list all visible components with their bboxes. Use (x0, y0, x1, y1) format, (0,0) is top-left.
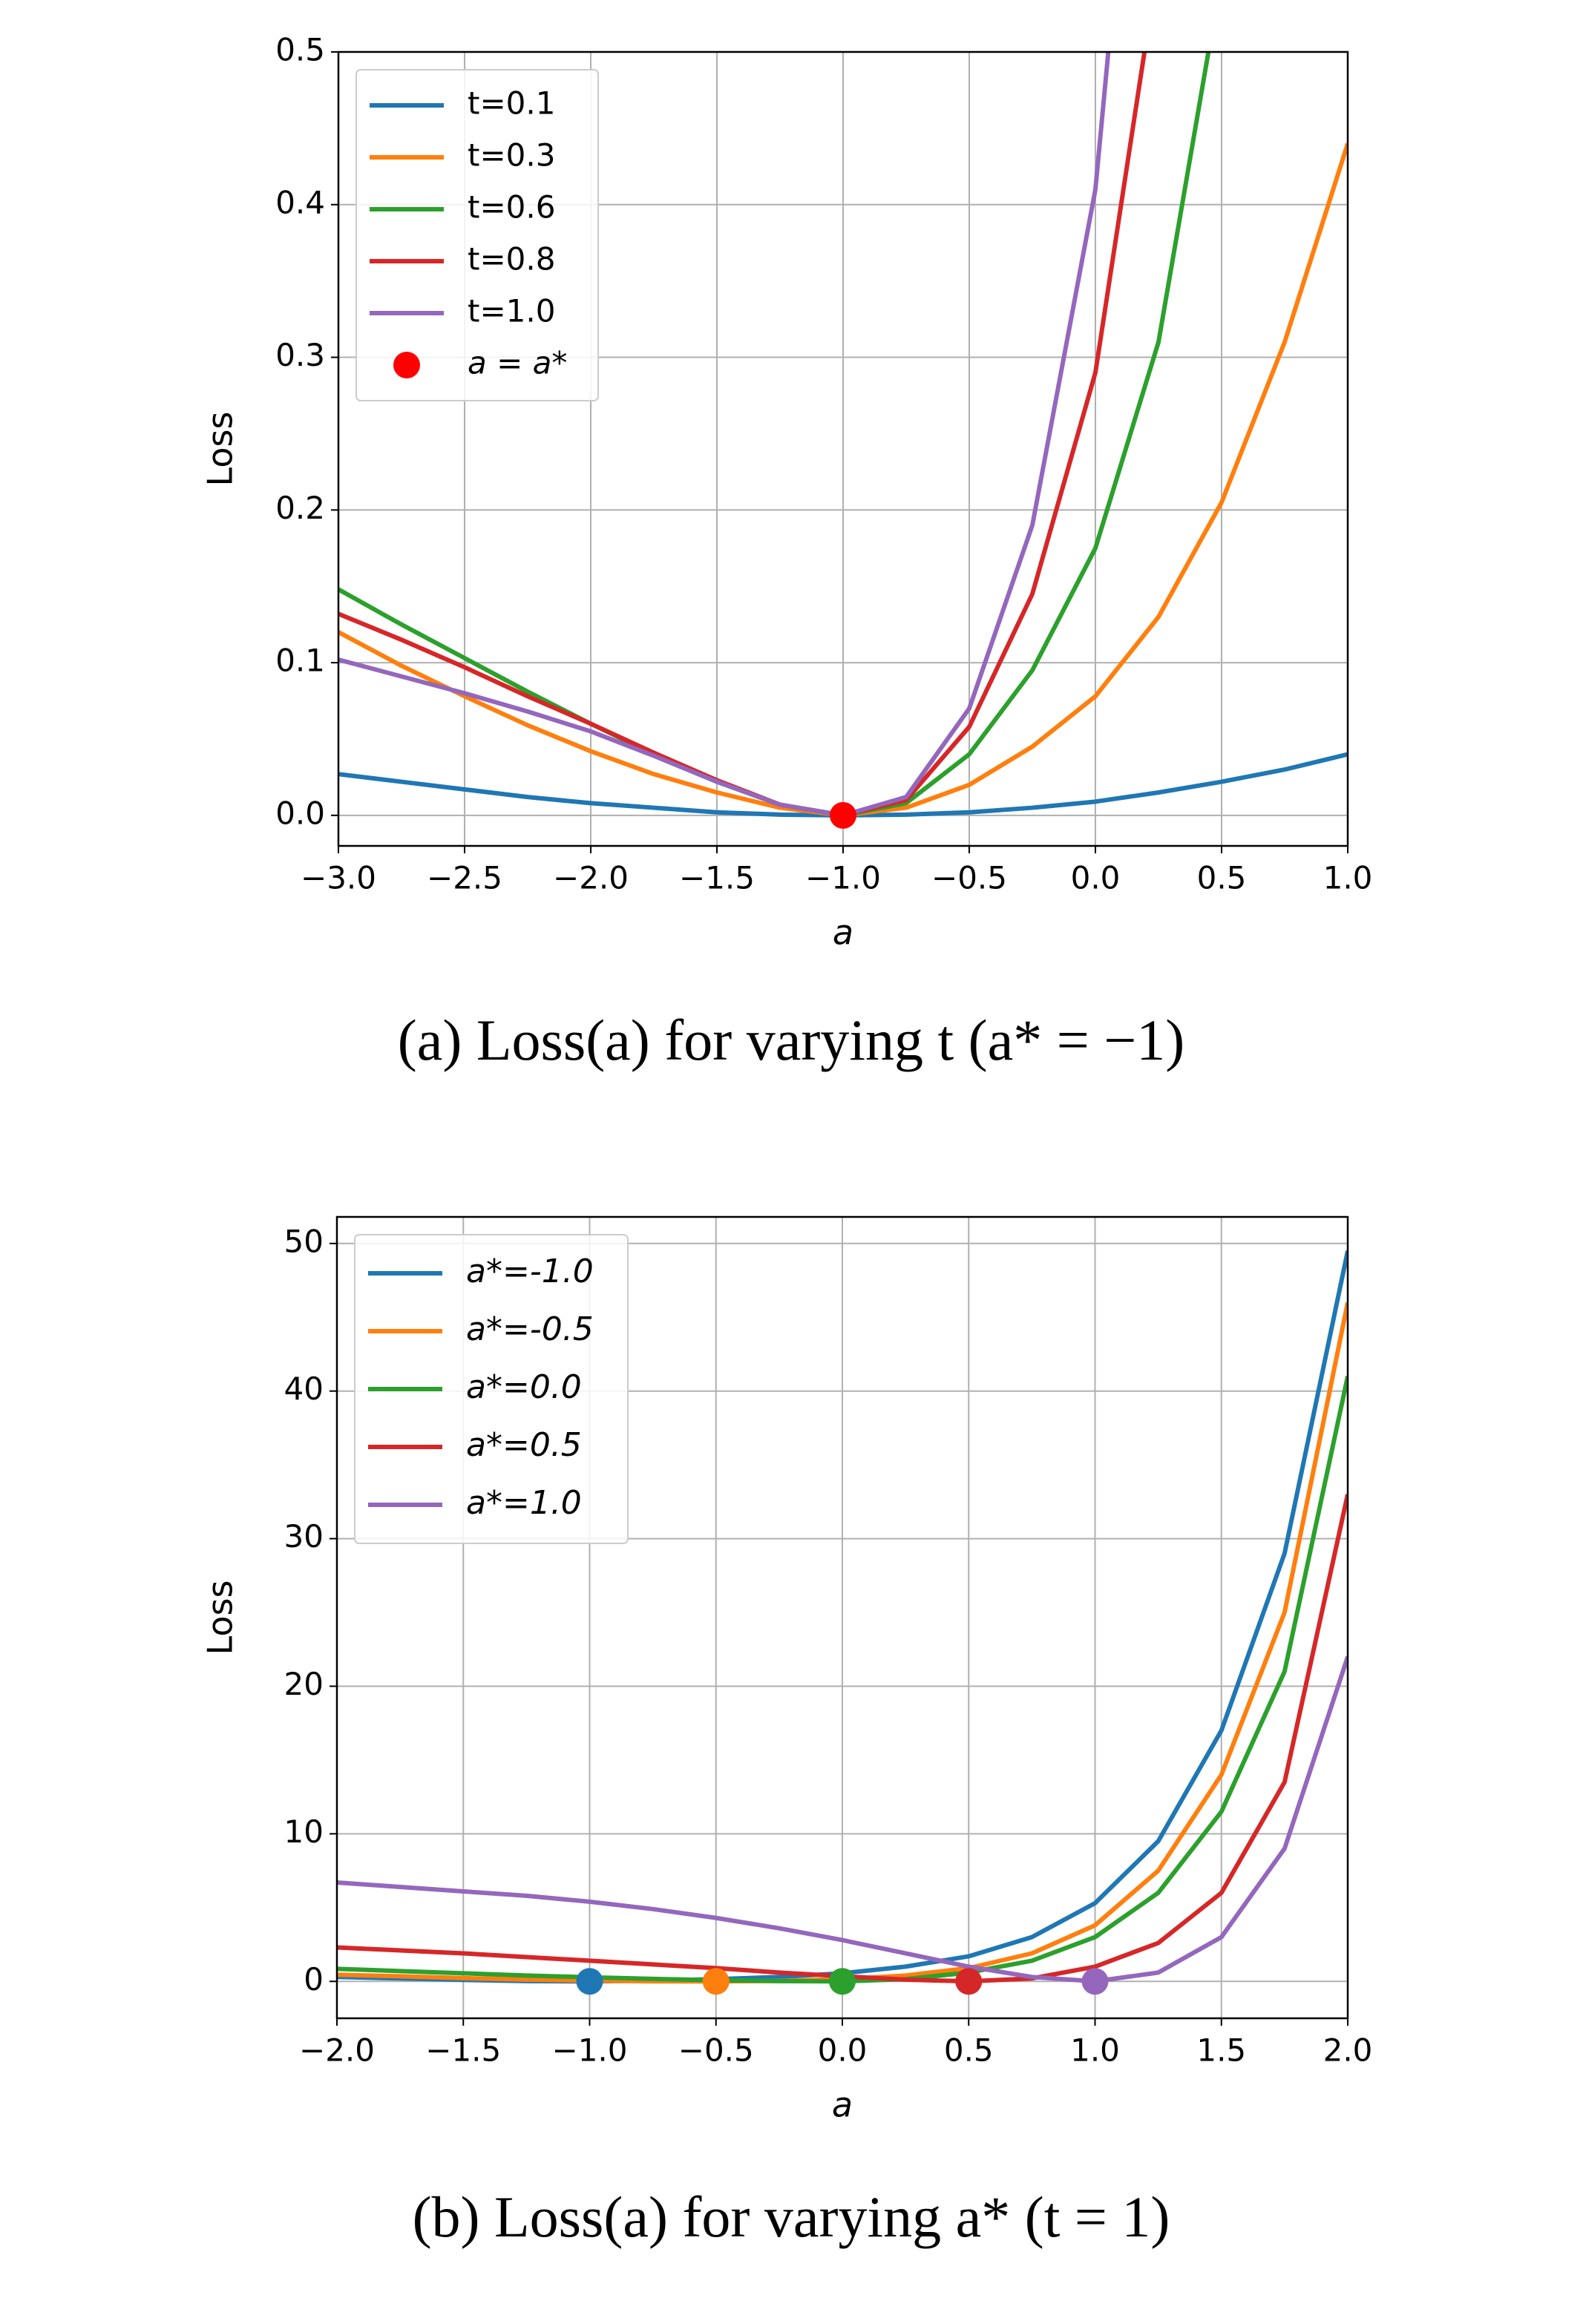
x-tick-label: −1.0 (805, 860, 881, 896)
line-series (337, 1655, 1348, 1984)
axes-frame (337, 50, 1349, 847)
y-tick-label: 0.1 (275, 643, 325, 679)
legend-box (355, 69, 599, 401)
x-tick-label: −1.5 (679, 860, 755, 896)
point-marker (702, 1968, 730, 1995)
legend-label: a*=1.0 (466, 1484, 582, 1522)
y-tick-label: 40 (284, 1371, 324, 1407)
x-tick-label: 0.5 (944, 2032, 994, 2069)
caption: (a) Loss(a) for varying t (a* = −1) (398, 1008, 1184, 1072)
legend-swatch (393, 352, 420, 378)
x-axis-label: a (833, 913, 853, 953)
y-tick-label: 0.2 (275, 490, 325, 526)
point-marker (829, 1968, 856, 1995)
x-tick-label: −1.5 (425, 2032, 501, 2069)
y-tick-label: 0.4 (275, 184, 325, 220)
x-tick-label: −3.0 (301, 860, 376, 896)
caption: (b) Loss(a) for varying a* (t = 1) (413, 2185, 1170, 2249)
x-tick-label: −1.0 (552, 2032, 628, 2069)
y-tick-label: 0.5 (275, 32, 325, 68)
x-tick-label: 1.5 (1196, 2032, 1246, 2069)
x-tick-label: 0.0 (818, 2032, 868, 2069)
y-tick-label: 20 (284, 1666, 324, 1702)
legend-label: t=0.6 (468, 189, 555, 226)
legend-label: a*=0.5 (466, 1426, 582, 1464)
legend-label: t=0.3 (468, 137, 555, 174)
x-tick-label: −0.5 (931, 860, 1007, 896)
x-tick-label: −0.5 (678, 2032, 754, 2069)
x-tick-label: 1.0 (1323, 860, 1373, 896)
point-marker (576, 1968, 603, 1995)
y-tick-label: 30 (284, 1518, 324, 1555)
legend-label: a = a* (468, 345, 567, 381)
legend-label: a*=-1.0 (466, 1253, 594, 1290)
x-axis-label: a (832, 2085, 853, 2125)
legend-label: t=0.1 (468, 85, 555, 122)
subplot: −2.0 −1.5 −1.0 −0.5 0.0 0.5 1.0 1.5 2.0 0 10 20 30 40… (200, 1215, 1373, 2249)
y-tick-label: 0.3 (275, 337, 325, 373)
legend-box (354, 1234, 629, 1544)
x-tick-label: −2.0 (553, 860, 629, 896)
y-tick-label: 50 (284, 1223, 324, 1259)
subplot: −3.0 −2.5 −2.0 −1.5 −1.0 −0.5 0.0 0.5 1.0 0.0 0.1 0… (200, 32, 1373, 1072)
y-tick-label: 10 (284, 1813, 324, 1850)
x-tick-label: 0.0 (1071, 860, 1121, 896)
legend-label: a*=-0.5 (466, 1310, 594, 1348)
y-axis-label: Loss (200, 412, 240, 487)
x-tick-label: −2.5 (427, 860, 502, 896)
legend-label: t=1.0 (468, 293, 555, 329)
point-marker (1081, 1968, 1109, 1995)
legend-label: a*=0.0 (466, 1368, 582, 1406)
y-tick-label: 0 (304, 1961, 324, 1998)
axes-frame (335, 1215, 1349, 2020)
legend-label: t=0.8 (468, 241, 555, 278)
x-tick-label: 2.0 (1323, 2032, 1373, 2069)
y-axis-label: Loss (200, 1580, 240, 1655)
x-tick-label: 1.0 (1070, 2032, 1120, 2069)
y-tick-label: 0.0 (275, 795, 325, 831)
point-marker (955, 1968, 983, 1995)
x-tick-label: 0.5 (1197, 860, 1247, 896)
point-marker (830, 801, 856, 829)
x-tick-label: −2.0 (299, 2032, 375, 2069)
